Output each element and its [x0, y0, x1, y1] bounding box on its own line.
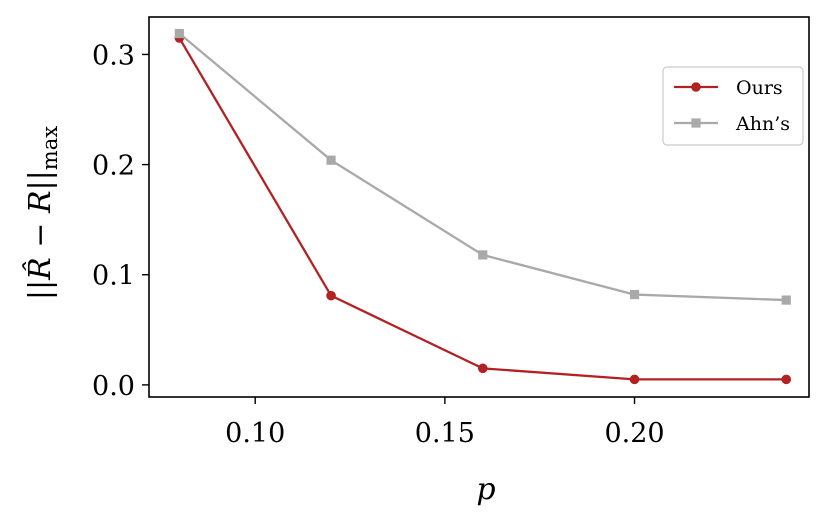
plot-frame — [148, 16, 810, 398]
series-point-0 — [326, 290, 336, 301]
y-label-minus: − — [23, 213, 58, 257]
x-tick-label: 0.15 — [415, 418, 475, 449]
legend-label-0: Ours — [736, 77, 783, 99]
x-tick-label: 0.10 — [225, 418, 285, 449]
x-axis-label: p — [476, 472, 495, 507]
plot-marks — [174, 28, 792, 385]
legend-label-1: Ahn’s — [735, 113, 790, 135]
series-point-1 — [326, 155, 336, 165]
y-tick-label: 0.2 — [92, 151, 135, 182]
series-point-1 — [781, 295, 791, 305]
series-point-1 — [174, 28, 184, 39]
y-tick-label: 0.0 — [92, 371, 135, 402]
y-label-norm-close: || — [23, 170, 58, 190]
y-label-r: R — [23, 190, 58, 214]
y-label-subscript-max: max — [38, 126, 62, 170]
axis-ticks: 0.10 0.15 0.20 0.0 0.1 0.2 0.3 — [92, 40, 665, 449]
legend-marker-1 — [691, 118, 701, 128]
series-point-0 — [477, 363, 488, 374]
y-tick-label: 0.3 — [92, 40, 135, 71]
x-tick-label: 0.20 — [604, 418, 664, 449]
y-axis-label: ||R̂ − R||max — [23, 126, 62, 300]
y-tick-label: 0.1 — [92, 261, 135, 292]
y-label-r-hat: R̂ — [23, 257, 58, 281]
y-label-norm-open: || — [23, 280, 58, 300]
series-point-0 — [629, 374, 640, 385]
legend: Ours Ahn’s — [662, 66, 804, 146]
series-point-1 — [478, 250, 488, 260]
series-point-0 — [781, 374, 792, 385]
series-point-1 — [629, 289, 640, 300]
legend-marker-0 — [691, 82, 701, 92]
